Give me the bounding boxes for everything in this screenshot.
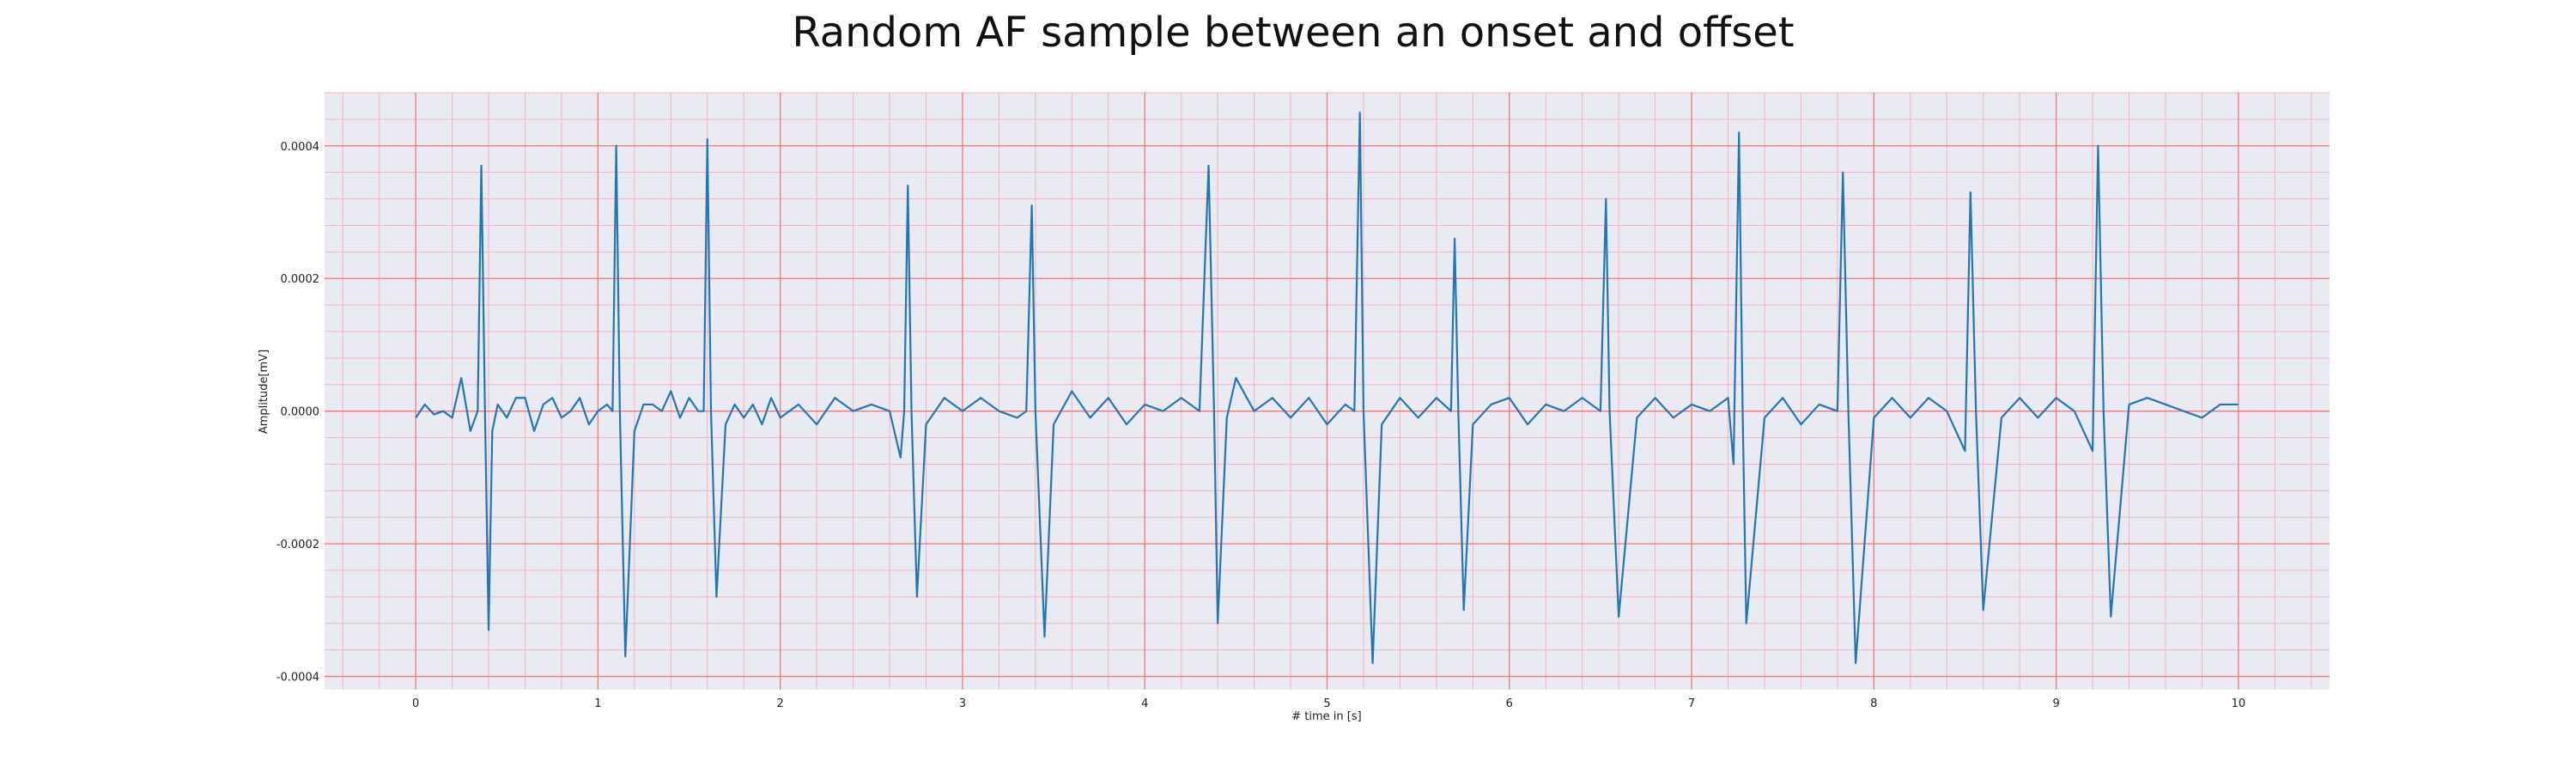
x-tick-label: 8 <box>1870 697 1877 710</box>
y-tick-label: 0.0002 <box>281 273 320 286</box>
x-tick-label: 3 <box>959 697 966 710</box>
x-tick-label: 10 <box>2232 697 2246 710</box>
x-tick-label: 9 <box>2052 697 2059 710</box>
x-tick-label: 6 <box>1506 697 1513 710</box>
y-tick-labels: -0.0004 -0.0002 0.0000 0.0002 0.0004 <box>276 141 319 685</box>
x-tick-label: 5 <box>1323 697 1330 710</box>
series-line <box>415 112 2239 665</box>
x-tick-label: 0 <box>412 697 419 710</box>
y-tick-label: -0.0002 <box>276 539 319 551</box>
y-tick-label: -0.0004 <box>276 672 319 685</box>
x-tick-label: 1 <box>594 697 601 710</box>
y-tick-label: 0.0004 <box>281 141 320 154</box>
x-tick-label: 4 <box>1141 697 1148 710</box>
y-axis-label: Amplitude[mV] <box>258 350 270 434</box>
x-tick-labels: 0 1 2 3 4 5 6 7 8 9 10 <box>412 697 2245 710</box>
major-grid <box>325 93 2330 690</box>
x-axis-label: # time in [s] <box>1291 710 1361 723</box>
chart-title: Random AF sample between an onset and of… <box>792 9 1794 57</box>
x-tick-label: 7 <box>1688 697 1695 710</box>
y-tick-label: 0.0000 <box>281 406 320 419</box>
x-tick-label: 2 <box>777 697 784 710</box>
series-layer <box>415 112 2239 665</box>
